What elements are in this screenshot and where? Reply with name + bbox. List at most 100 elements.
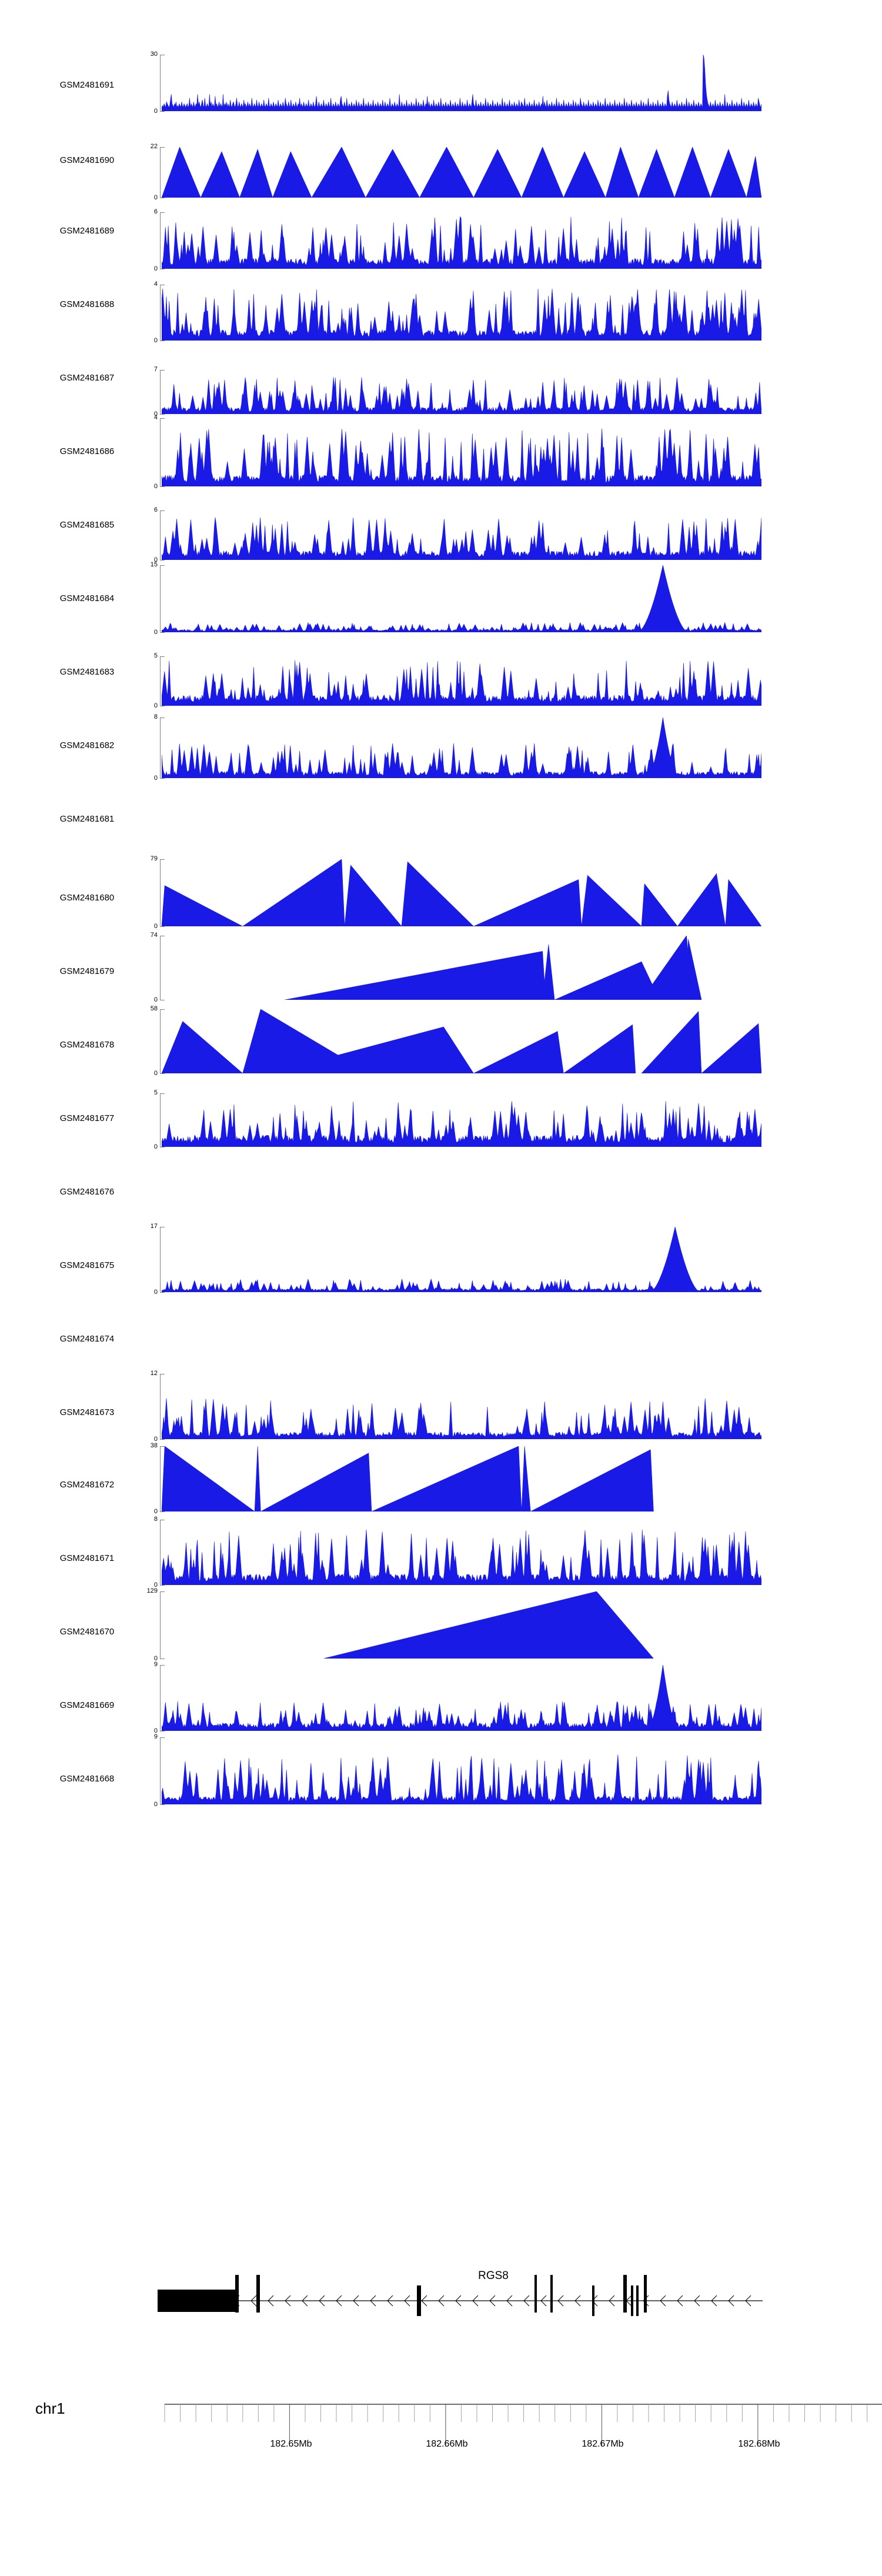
coverage-plot-area[interactable]	[162, 1093, 761, 1147]
track-label-gsm2481681: GSM2481681	[59, 814, 115, 824]
y-axis: 129 0	[147, 1588, 165, 1662]
y-axis-line	[160, 510, 161, 560]
coverage-signal	[162, 1529, 761, 1585]
y-axis-min-value: 0	[153, 1655, 158, 1662]
y-axis-min-value: 0	[153, 411, 158, 418]
y-axis-tick-max	[160, 1446, 165, 1447]
strand-arrow-icon	[268, 2295, 274, 2301]
y-axis-line	[160, 1009, 161, 1073]
coverage-plot-area[interactable]	[162, 1591, 761, 1659]
exon-block[interactable]	[256, 2275, 260, 2313]
track-label-gsm2481675: GSM2481675	[59, 1260, 115, 1270]
genome-ruler-svg[interactable]	[0, 2388, 882, 2464]
strand-arrow-icon	[557, 2295, 564, 2301]
y-axis-line	[160, 147, 161, 198]
track-label-gsm2481682: GSM2481682	[59, 740, 115, 750]
coverage-plot-area[interactable]	[162, 370, 761, 414]
coverage-plot-area[interactable]	[162, 418, 761, 486]
exon-block[interactable]	[644, 2275, 647, 2313]
strand-arrow-icon	[660, 2300, 666, 2307]
coverage-plot-area[interactable]	[162, 1446, 761, 1511]
gene-name-label: RGS8	[478, 2270, 509, 2282]
strand-arrow-icon	[540, 2300, 547, 2307]
strand-arrow-icon	[489, 2295, 496, 2301]
track-label-gsm2481679: GSM2481679	[59, 966, 115, 976]
chromosome-label: chr1	[35, 2400, 65, 2417]
y-axis-max-value: 9	[153, 1733, 158, 1740]
strand-arrow-icon	[370, 2295, 376, 2301]
strand-arrow-icon	[626, 2295, 632, 2301]
coverage-plot-area[interactable]	[162, 147, 761, 198]
y-axis-tick-max	[160, 656, 165, 657]
y-axis-max-value: 8	[153, 713, 158, 720]
track-label-gsm2481691: GSM2481691	[59, 80, 115, 90]
track-label-gsm2481672: GSM2481672	[59, 1480, 115, 1490]
coverage-plot-area[interactable]	[162, 656, 761, 706]
exon-block[interactable]	[417, 2285, 421, 2316]
y-axis-max-value: 129	[146, 1587, 158, 1594]
y-axis-max-value: 30	[150, 51, 158, 58]
coverage-plot-area[interactable]	[162, 859, 761, 926]
gene-model-svg[interactable]	[0, 2270, 882, 2335]
coverage-plot-area[interactable]	[162, 1374, 761, 1439]
track-label-gsm2481683: GSM2481683	[59, 667, 115, 677]
exon-block[interactable]	[534, 2275, 537, 2313]
y-axis-min-value: 0	[153, 1289, 158, 1296]
track-label-gsm2481671: GSM2481671	[59, 1553, 115, 1563]
y-axis-tick-max	[160, 1093, 165, 1094]
y-axis-min-value: 0	[153, 775, 158, 782]
coverage-plot-area[interactable]	[162, 565, 761, 632]
coverage-plot-area[interactable]	[162, 1227, 761, 1292]
coverage-signal	[162, 660, 761, 706]
ruler-tick-label: 182.67Mb	[582, 2439, 624, 2449]
y-axis-max-value: 9	[153, 1661, 158, 1668]
y-axis-line	[160, 565, 161, 632]
coverage-signal	[323, 1591, 654, 1659]
y-axis-line	[160, 936, 161, 1000]
coverage-signal	[162, 147, 761, 198]
coverage-signal	[162, 1754, 761, 1804]
coverage-plot-area[interactable]	[162, 510, 761, 560]
coverage-plot-area[interactable]	[162, 285, 761, 341]
coverage-signal	[162, 1446, 654, 1511]
gene-model-track[interactable]: RGS8	[0, 2270, 882, 2341]
strand-arrow-icon	[745, 2300, 751, 2307]
strand-arrow-icon	[285, 2300, 291, 2307]
coverage-plot-area[interactable]	[162, 718, 761, 778]
exon-block[interactable]	[235, 2275, 239, 2313]
exon-block[interactable]	[592, 2285, 594, 2316]
track-label-gsm2481689: GSM2481689	[59, 226, 115, 236]
y-axis: 12 0	[151, 1370, 165, 1443]
y-axis-tick-max	[160, 212, 165, 213]
strand-arrow-icon	[319, 2295, 325, 2301]
y-axis-max-value: 4	[153, 414, 158, 421]
exon-block[interactable]	[636, 2285, 639, 2316]
track-label-gsm2481676: GSM2481676	[59, 1187, 115, 1197]
coverage-plot-area[interactable]	[162, 212, 761, 269]
exon-block[interactable]	[631, 2285, 633, 2316]
strand-arrow-icon	[387, 2295, 393, 2301]
coverage-plot-area[interactable]	[162, 1665, 761, 1731]
coverage-plot-area[interactable]	[162, 1009, 761, 1073]
strand-arrow-icon	[506, 2300, 513, 2307]
y-axis-max-value: 58	[150, 1005, 158, 1012]
genome-axis-track[interactable]: chr1 182.65Mb 182.66Mb 182.67Mb 182.68Mb	[0, 2388, 882, 2505]
strand-arrow-icon	[250, 2300, 257, 2307]
strand-arrow-icon	[438, 2300, 445, 2307]
exon-block[interactable]	[550, 2275, 553, 2313]
exon-block[interactable]	[158, 2290, 238, 2312]
coverage-plot-area[interactable]	[162, 1520, 761, 1585]
y-axis-max-value: 38	[150, 1442, 158, 1449]
coverage-plot-area[interactable]	[162, 1737, 761, 1804]
strand-arrow-icon	[540, 2295, 547, 2301]
y-axis: 38 0	[151, 1443, 165, 1515]
strand-arrow-icon	[677, 2300, 683, 2307]
y-axis-max-value: 12	[150, 1370, 158, 1377]
exon-block[interactable]	[623, 2275, 627, 2313]
coverage-plot-area[interactable]	[162, 936, 761, 1000]
coverage-signal	[162, 216, 761, 269]
coverage-plot-area[interactable]	[162, 55, 761, 111]
y-axis-min-value: 0	[153, 337, 158, 344]
strand-arrow-icon	[523, 2295, 530, 2301]
